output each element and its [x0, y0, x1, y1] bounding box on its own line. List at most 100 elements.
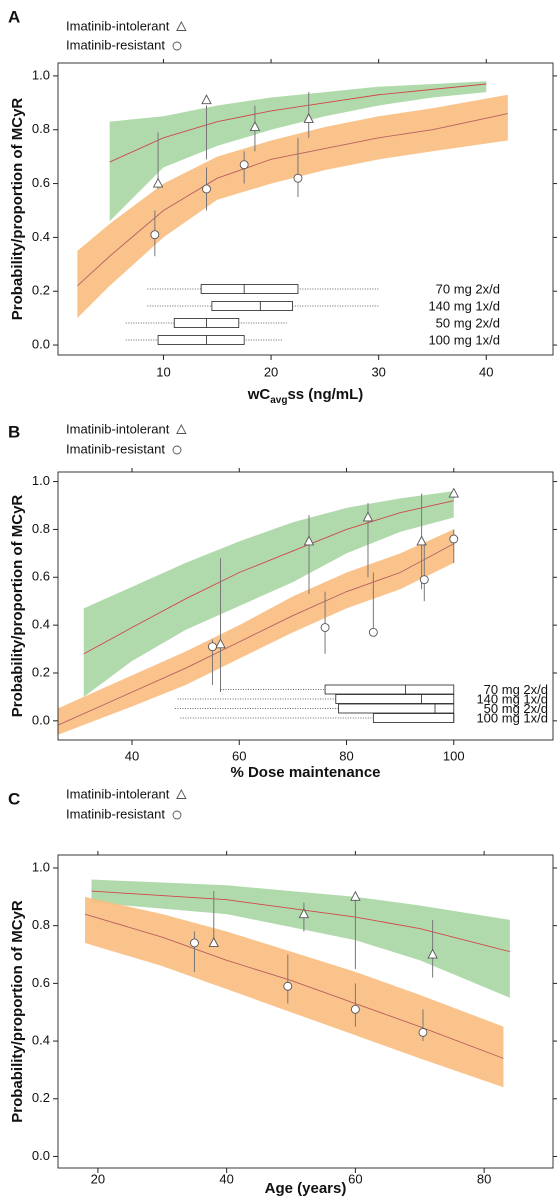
confidence-band	[91, 879, 510, 998]
observed-point	[418, 1027, 428, 1037]
confidence-band	[85, 896, 504, 1088]
box-label: 140 mg 1x/d	[476, 691, 548, 706]
y-tick-label: 0.2	[32, 664, 50, 679]
y-tick-label: 1.0	[32, 67, 50, 82]
observed-point	[239, 160, 249, 170]
observed-point	[152, 177, 164, 188]
observed-point	[202, 184, 211, 194]
y-tick-label: 0.2	[32, 1090, 50, 1105]
x-tick-label: 40	[479, 364, 493, 379]
x-tick-label: 10	[156, 364, 170, 379]
box-label: 50 mg 2x/d	[484, 701, 548, 716]
plot-area	[58, 487, 460, 735]
box-label: 100 mg 1x/d	[476, 710, 548, 725]
confidence-band	[58, 529, 454, 735]
plot-area	[84, 879, 510, 1088]
y-axis-label: Probability/proportion of MCyR	[9, 495, 26, 718]
x-tick-label: 60	[232, 748, 246, 763]
observed-point	[201, 94, 212, 105]
box-label: 50 mg 2x/d	[436, 315, 500, 330]
y-tick-label: 0.8	[32, 917, 50, 932]
x-axis-label: wCavgss (ng/mL)	[247, 386, 364, 406]
observed-point	[350, 890, 361, 901]
x-tick-label: 20	[264, 364, 278, 379]
x-axis-label-subscript: avg	[270, 395, 287, 406]
observed-point	[416, 535, 427, 546]
x-tick-label: 80	[339, 748, 353, 763]
plot-frame	[57, 62, 554, 356]
y-tick-label: 0.8	[32, 121, 50, 136]
observed-point	[427, 948, 438, 959]
box-label: 70 mg 2x/d	[484, 682, 548, 697]
y-tick-label: 0.4	[32, 617, 50, 632]
legend-label: Imatinib-resistant	[66, 806, 165, 821]
legend-marker	[176, 789, 187, 799]
observed-point	[303, 535, 315, 546]
y-tick-label: 0.0	[32, 336, 50, 351]
panel-label: C	[8, 789, 20, 808]
observed-point	[215, 638, 226, 649]
observed-point	[362, 511, 374, 522]
box-label: 100 mg 1x/d	[428, 332, 500, 347]
y-axis-label: Probability/proportion of MCyR	[9, 900, 26, 1123]
observed-point	[303, 113, 314, 123]
x-axis-label-part: Age (years)	[265, 1180, 347, 1196]
observed-point	[283, 981, 293, 991]
panel-label: A	[8, 7, 20, 26]
y-tick-label: 0.0	[32, 1148, 50, 1163]
legend-marker	[172, 445, 182, 455]
box	[335, 694, 455, 704]
observed-point	[208, 937, 220, 947]
box	[324, 684, 455, 695]
observed-point	[368, 627, 378, 637]
observed-point	[320, 623, 330, 632]
y-tick-label: 0.4	[32, 229, 50, 244]
y-axis-label: Probability/proportion of MCyR	[9, 98, 26, 321]
y-tick-label: 1.0	[32, 473, 50, 488]
x-tick-label: 40	[219, 1171, 233, 1186]
mean-line	[77, 113, 508, 287]
legend-label: Imatinib-intolerant	[66, 18, 170, 33]
plot-frame	[57, 854, 554, 1169]
box	[338, 703, 455, 714]
legend-label: Imatinib-intolerant	[66, 786, 170, 801]
confidence-band	[77, 94, 508, 319]
y-tick-label: 1.0	[32, 859, 50, 874]
confidence-band	[83, 491, 454, 697]
plot-frame	[57, 471, 554, 741]
y-tick-label: 0.0	[32, 712, 50, 727]
x-axis-label-part: % Dose maintenance	[230, 764, 380, 781]
legend-label: Imatinib-resistant	[66, 441, 165, 456]
observed-point	[190, 938, 199, 948]
x-tick-label: 20	[91, 1171, 105, 1186]
legend-marker	[176, 424, 187, 434]
y-tick-label: 0.8	[32, 521, 50, 536]
mean-line	[109, 83, 487, 163]
observed-point	[208, 642, 217, 652]
plot-area	[77, 81, 508, 319]
observed-point	[419, 575, 429, 585]
y-tick-label: 0.6	[32, 975, 50, 990]
x-tick-label: 80	[477, 1171, 491, 1186]
mean-line	[83, 500, 454, 655]
legend-marker	[176, 21, 187, 31]
box-label: 70 mg 2x/d	[436, 281, 500, 296]
observed-point	[350, 1004, 360, 1014]
x-tick-label: 100	[443, 748, 465, 763]
observed-point	[298, 908, 310, 919]
observed-point	[249, 121, 261, 132]
confidence-band	[109, 81, 487, 222]
legend-label: Imatinib-intolerant	[66, 421, 170, 436]
x-axis-label-part: ss (ng/mL)	[287, 386, 363, 403]
observed-point	[449, 534, 459, 544]
box-label: 140 mg 1x/d	[428, 298, 500, 313]
mean-line	[58, 543, 454, 726]
x-tick-label: 40	[125, 748, 139, 763]
x-tick-label: 30	[371, 364, 385, 379]
y-tick-label: 0.6	[32, 175, 50, 190]
y-tick-label: 0.2	[32, 283, 50, 298]
legend-label: Imatinib-resistant	[66, 37, 165, 52]
mean-line	[84, 913, 504, 1059]
